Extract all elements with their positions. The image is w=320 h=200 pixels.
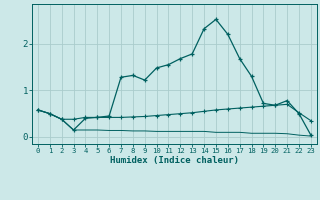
X-axis label: Humidex (Indice chaleur): Humidex (Indice chaleur) xyxy=(110,156,239,165)
